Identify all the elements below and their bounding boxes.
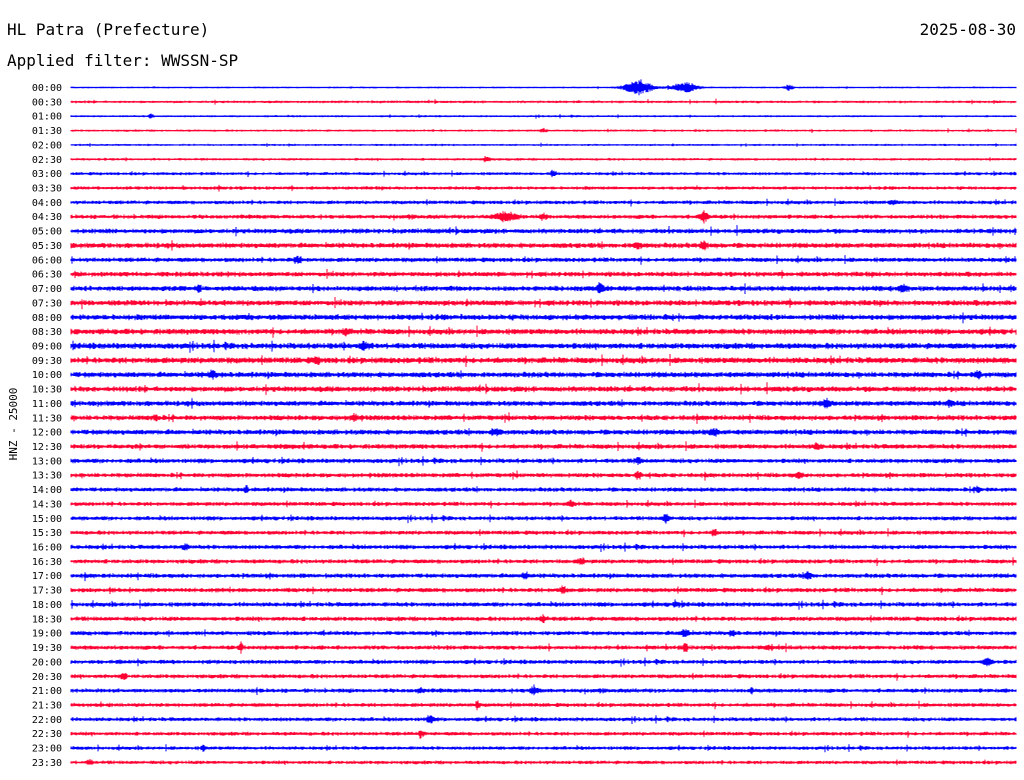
time-tick-label: 01:00 — [32, 112, 62, 123]
time-tick-label: 09:30 — [32, 356, 62, 367]
time-tick-label: 06:30 — [32, 270, 62, 281]
time-tick-label: 16:30 — [32, 557, 62, 568]
time-tick-label: 05:30 — [32, 241, 62, 252]
time-tick-label: 01:30 — [32, 126, 62, 137]
time-tick-label: 20:00 — [32, 657, 62, 668]
time-tick-label: 15:30 — [32, 528, 62, 539]
date-label: 2025-08-30 — [919, 20, 1016, 39]
time-tick-label: 19:30 — [32, 643, 62, 654]
time-tick-label: 03:00 — [32, 169, 62, 180]
filter-label: Applied filter: WWSSN-SP — [7, 51, 239, 70]
time-tick-label: 18:00 — [32, 600, 62, 611]
time-tick-label: 11:00 — [32, 399, 62, 410]
time-tick-label: 02:00 — [32, 140, 62, 151]
time-tick-label: 21:30 — [32, 700, 62, 711]
time-tick-label: 05:00 — [32, 227, 62, 238]
time-tick-label: 10:30 — [32, 385, 62, 396]
time-tick-label: 18:30 — [32, 614, 62, 625]
trace-line — [70, 312, 1017, 324]
time-tick-label: 10:00 — [32, 370, 62, 381]
time-tick-label: 08:00 — [32, 313, 62, 324]
time-tick-label: 23:00 — [32, 744, 62, 755]
time-tick-label: 12:00 — [32, 428, 62, 439]
time-tick-label: 15:00 — [32, 514, 62, 525]
time-tick-label: 19:00 — [32, 629, 62, 640]
time-tick-label: 14:00 — [32, 485, 62, 496]
time-tick-label: 02:30 — [32, 155, 62, 166]
time-tick-label: 20:30 — [32, 672, 62, 683]
time-tick-label: 21:00 — [32, 686, 62, 697]
time-tick-label: 17:00 — [32, 571, 62, 582]
time-tick-label: 07:00 — [32, 284, 62, 295]
time-tick-label: 22:30 — [32, 729, 62, 740]
time-tick-label: 04:30 — [32, 212, 62, 223]
trace-line — [70, 730, 1017, 739]
time-tick-label: 16:00 — [32, 543, 62, 554]
time-tick-label: 09:00 — [32, 341, 62, 352]
channel-label: HNZ - 25000 — [7, 388, 20, 461]
time-tick-label: 17:30 — [32, 586, 62, 597]
station-title: HL Patra (Prefecture) — [7, 20, 210, 39]
trace-line — [70, 684, 1017, 696]
time-tick-label: 11:30 — [32, 413, 62, 424]
time-tick-label: 13:00 — [32, 456, 62, 467]
time-tick-label: 03:30 — [32, 184, 62, 195]
time-tick-label: 00:00 — [32, 83, 62, 94]
time-tick-label: 13:30 — [32, 471, 62, 482]
time-tick-label: 12:30 — [32, 442, 62, 453]
time-tick-label: 23:30 — [32, 758, 62, 769]
time-tick-label: 06:00 — [32, 255, 62, 266]
time-tick-label: 07:30 — [32, 298, 62, 309]
time-tick-label: 08:30 — [32, 327, 62, 338]
time-tick-label: 04:00 — [32, 198, 62, 209]
time-tick-label: 14:30 — [32, 499, 62, 510]
time-tick-label: 22:00 — [32, 715, 62, 726]
time-tick-label: 00:30 — [32, 97, 62, 108]
